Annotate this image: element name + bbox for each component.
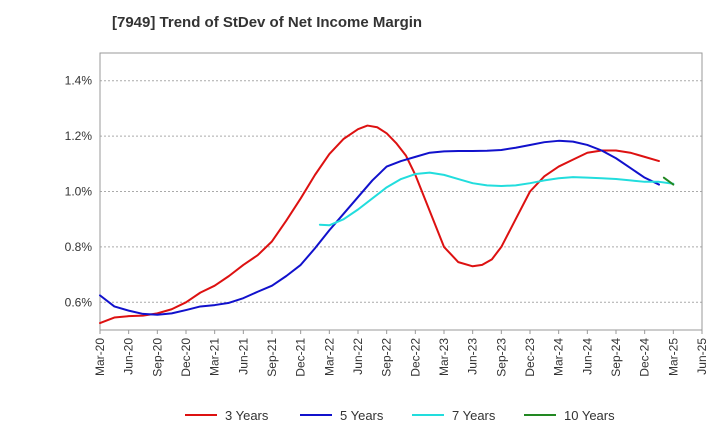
plot-frame bbox=[99, 52, 703, 331]
x-tick-label: Jun-25 bbox=[695, 338, 709, 375]
legend-label: 10 Years bbox=[564, 408, 615, 423]
x-tick-label: Sep-20 bbox=[150, 338, 164, 377]
x-tick-label: Dec-22 bbox=[408, 338, 422, 377]
legend-label: 7 Years bbox=[452, 408, 496, 423]
axis-layer: 0.6% 0.8% 1.0% 1.2% 1.4% Mar-20 Jun-20 Sep-20 De… bbox=[65, 52, 709, 377]
chart-title: [7949] Trend of StDev of Net Income Marg… bbox=[112, 14, 423, 31]
x-tick-label: Mar-23 bbox=[437, 338, 451, 376]
x-tick-label: Mar-22 bbox=[322, 338, 336, 376]
x-tick-label: Dec-21 bbox=[294, 338, 308, 377]
y-tick-label: 1.2% bbox=[65, 129, 93, 143]
x-tick-label: Sep-22 bbox=[380, 338, 394, 377]
x-tick-label: Dec-24 bbox=[638, 338, 652, 377]
y-tick-label: 1.0% bbox=[65, 185, 93, 199]
x-tick-label: Jun-20 bbox=[122, 338, 136, 375]
x-tick-label: Sep-21 bbox=[265, 338, 279, 377]
y-tick-label: 0.8% bbox=[65, 240, 93, 254]
series-line-5-years bbox=[99, 139, 660, 316]
x-tick-label: Jun-21 bbox=[236, 338, 250, 375]
x-tick-label: Jun-23 bbox=[466, 338, 480, 375]
x-tick-label: Mar-21 bbox=[208, 338, 222, 376]
y-tick-label: 1.4% bbox=[65, 74, 93, 88]
series-line-10-years bbox=[662, 176, 675, 186]
y-tick-label: 0.6% bbox=[65, 295, 93, 309]
x-tick-label: Sep-24 bbox=[609, 338, 623, 377]
x-tick-label: Mar-24 bbox=[552, 338, 566, 376]
x-tick-label: Jun-22 bbox=[351, 338, 365, 375]
x-tick-label: Mar-20 bbox=[93, 338, 107, 376]
x-tick-label: Dec-23 bbox=[523, 338, 537, 377]
legend-layer: 3 Years 5 Years 7 Years 10 Years bbox=[185, 408, 615, 423]
x-tick-label: Jun-24 bbox=[580, 338, 594, 375]
series-layer bbox=[99, 124, 675, 325]
x-tick-label: Dec-20 bbox=[179, 338, 193, 377]
legend-label: 3 Years bbox=[225, 408, 269, 423]
series-line-7-years bbox=[318, 171, 675, 227]
x-tick-label: Sep-23 bbox=[494, 338, 508, 377]
series-line-3-years bbox=[99, 124, 660, 325]
legend-label: 5 Years bbox=[340, 408, 384, 423]
x-tick-label: Mar-25 bbox=[666, 338, 680, 376]
grid-layer bbox=[100, 80, 702, 303]
